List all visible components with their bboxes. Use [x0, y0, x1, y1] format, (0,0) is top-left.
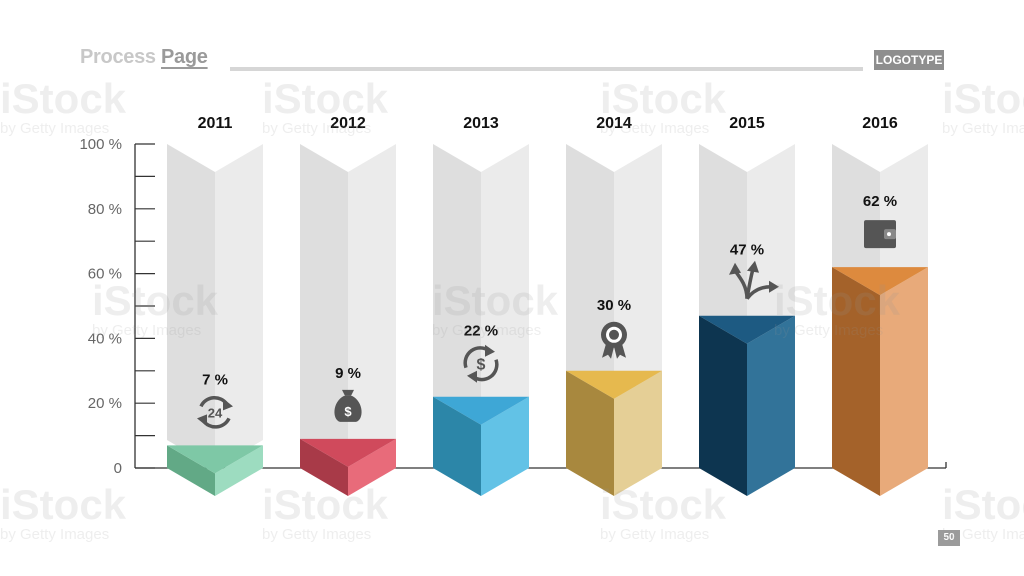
y-tick-label: 0 [114, 460, 122, 477]
bar-value-top [300, 438, 396, 467]
icon-arrowhead [769, 280, 779, 293]
bar-track-right [481, 144, 529, 468]
icon-wallet-body [864, 220, 896, 249]
bar-value-left [300, 438, 348, 496]
data-label: 9 % [335, 365, 361, 382]
y-tick-label: 100 % [79, 136, 122, 153]
bar-value-left [566, 370, 614, 496]
icon-bag [334, 395, 362, 422]
y-tick-label: 40 % [88, 330, 122, 347]
bar-value-top [832, 267, 928, 296]
arrows-split-icon [729, 260, 779, 300]
icon-text: 24 [208, 405, 223, 420]
icon-ribbon [602, 343, 614, 359]
data-label: 30 % [597, 297, 631, 314]
category-label: 2014 [596, 115, 632, 132]
bar-value-top [433, 396, 529, 425]
icon-medal-core [609, 329, 619, 340]
y-tick-label: 20 % [88, 395, 122, 412]
category-label: 2015 [729, 115, 765, 132]
icon-text: $ [344, 404, 352, 419]
bar-value-right [747, 315, 795, 496]
page-number: 50 [938, 530, 960, 546]
bar-value-right [481, 396, 529, 496]
icon-arrow [467, 370, 477, 383]
icon-arrow [485, 344, 495, 357]
bar-value-left [167, 445, 215, 496]
icon-ribbon [614, 343, 626, 359]
page-title: Process Page [80, 46, 208, 69]
icon-knot [342, 389, 354, 396]
bar-value-right [880, 267, 928, 496]
bar-value-left [699, 315, 747, 496]
bar-value-left [832, 267, 880, 496]
icon-arrow-line [745, 284, 772, 300]
award-badge-icon [601, 321, 627, 359]
icon-arrowhead [729, 262, 741, 275]
icon-text: $ [477, 357, 486, 374]
icon-arrow [197, 414, 207, 427]
page-title-plain: Process [80, 46, 156, 68]
bar-track-right [215, 144, 263, 468]
category-label: 2016 [862, 115, 898, 132]
y-tick-label: 80 % [88, 201, 122, 218]
data-label: 7 % [202, 371, 228, 388]
bar-value-right [348, 438, 396, 496]
bar-value-top [566, 370, 662, 399]
category-label: 2011 [198, 115, 233, 132]
bar-value-top [699, 315, 795, 344]
page-title-accent: Page [161, 46, 208, 68]
bar-track-right [348, 144, 396, 468]
data-label: 22 % [464, 323, 498, 340]
icon-wallet-button [887, 232, 891, 237]
data-label: 47 % [730, 242, 764, 259]
bar-track-left [300, 144, 348, 468]
bar-value-right [614, 370, 662, 496]
title-divider [230, 67, 863, 71]
category-label: 2012 [330, 115, 366, 132]
icon-arrowhead [747, 260, 759, 273]
bar-value-right [215, 445, 263, 496]
bar-track-left [433, 144, 481, 468]
y-tick-label: 60 % [88, 266, 122, 283]
logo-badge: LOGOTYPE [874, 50, 944, 70]
data-label: 62 % [863, 193, 897, 210]
bar-value-left [433, 396, 481, 496]
money-bag-icon: $ [334, 389, 362, 422]
icon-arrow [223, 398, 233, 411]
bar-track-left [167, 144, 215, 468]
category-label: 2013 [463, 115, 499, 132]
bar-value-top [167, 445, 263, 474]
dollar-refresh-icon: $ [463, 344, 499, 383]
clock-24-icon: 24 [197, 396, 233, 429]
wallet-icon [864, 220, 896, 249]
